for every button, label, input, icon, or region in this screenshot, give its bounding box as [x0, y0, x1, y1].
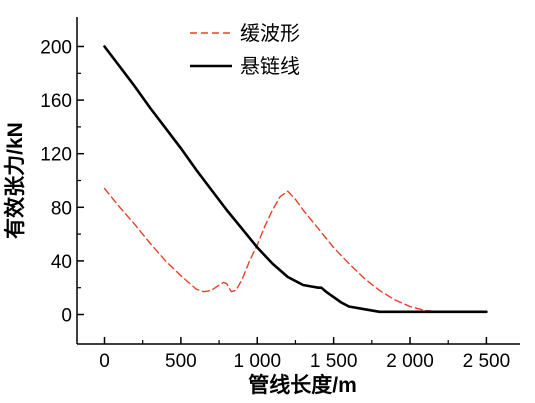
axes: 0 500 1 000 1 500 2 000 2 500 0 40 80 120 160 200 [40, 17, 520, 372]
series-line-1 [103, 187, 488, 313]
x-tick-label: 1 500 [310, 351, 358, 372]
y-axis-title: 有效张力/kN [3, 122, 27, 239]
x-tick-label: 2 500 [463, 351, 511, 372]
y-tick-label: 200 [40, 37, 72, 58]
series-line-2 [103, 45, 488, 314]
y-tick-label: 160 [40, 91, 72, 112]
y-tick-label: 80 [51, 198, 72, 219]
x-tick-label: 500 [165, 351, 197, 372]
legend: 缓波形 悬链线 [190, 22, 300, 78]
x-tick-label: 2 000 [386, 351, 434, 372]
x-tick-label: 1 000 [233, 351, 281, 372]
y-tick-label: 0 [61, 306, 72, 327]
plot-area [103, 45, 488, 314]
legend-label-series-1: 缓波形 [240, 22, 300, 45]
x-tick-label: 0 [99, 351, 110, 372]
legend-label-series-2: 悬链线 [240, 55, 300, 78]
y-tick-label: 40 [51, 252, 72, 273]
x-axis-title: 管线长度/m [248, 373, 357, 397]
y-tick-label: 120 [40, 145, 72, 166]
